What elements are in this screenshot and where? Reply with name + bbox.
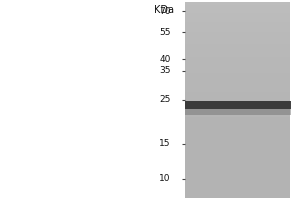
Text: 40: 40 <box>159 55 171 64</box>
Bar <box>185 101 291 109</box>
Text: 15: 15 <box>159 139 171 148</box>
Text: 25: 25 <box>159 95 171 104</box>
Text: 70: 70 <box>159 7 171 16</box>
Text: KDa: KDa <box>154 5 173 15</box>
Text: 35: 35 <box>159 66 171 75</box>
Bar <box>185 109 291 115</box>
Text: 55: 55 <box>159 28 171 37</box>
Text: 10: 10 <box>159 174 171 183</box>
